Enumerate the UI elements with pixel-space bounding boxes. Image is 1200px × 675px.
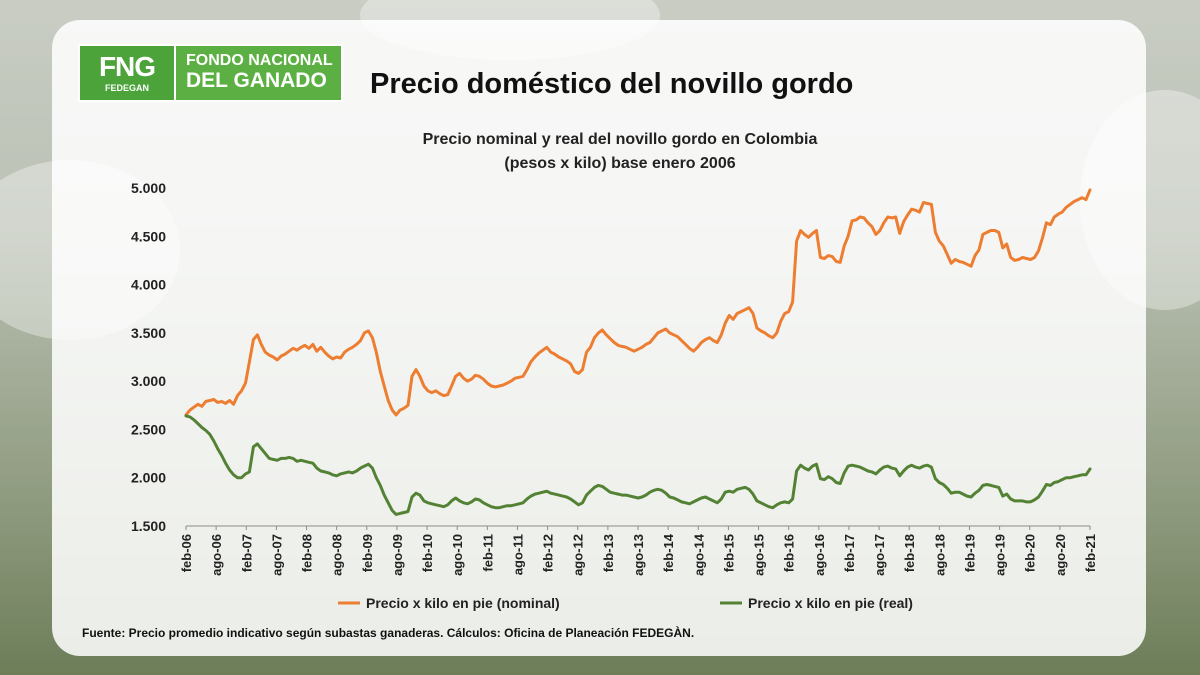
x-tick-label: ago-11 (510, 534, 525, 575)
x-tick-label: feb-21 (1083, 534, 1098, 572)
x-tick-label: ago-14 (691, 533, 706, 576)
x-tick-label: ago-20 (1053, 534, 1068, 576)
y-tick-label: 5.000 (131, 180, 166, 196)
series-line-real (184, 414, 1092, 516)
x-tick-label: ago-09 (390, 534, 405, 576)
legend-label: Precio x kilo en pie (real) (748, 595, 913, 611)
x-tick-label: feb-11 (480, 534, 495, 572)
y-tick-label: 3.000 (131, 373, 166, 389)
x-tick-label: feb-12 (541, 534, 556, 572)
x-tick-label: ago-08 (330, 534, 345, 576)
logo-line-1: FONDO NACIONAL (186, 52, 333, 69)
y-tick-label: 4.500 (131, 228, 166, 244)
x-tick-label: feb-09 (360, 534, 375, 572)
x-tick-label: feb-18 (902, 534, 917, 572)
x-tick-label: ago-17 (872, 534, 887, 576)
legend-label: Precio x kilo en pie (nominal) (366, 595, 560, 611)
y-tick-label: 3.500 (131, 325, 166, 341)
x-tick-label: feb-13 (601, 534, 616, 572)
logo-mark-box: FNG FEDEGAN (78, 44, 176, 102)
x-tick-label: ago-15 (752, 534, 767, 576)
series-line-nominal (184, 188, 1092, 417)
x-tick-label: feb-08 (300, 534, 315, 572)
logo-wordmark: FONDO NACIONAL DEL GANADO (176, 44, 343, 102)
fng-logo: FNG FEDEGAN FONDO NACIONAL DEL GANADO (78, 44, 343, 102)
x-tick-label: feb-16 (782, 534, 797, 572)
x-tick-label: ago-18 (932, 534, 947, 576)
x-tick-label: feb-17 (842, 534, 857, 572)
x-tick-label: ago-13 (631, 534, 646, 576)
x-tick-label: feb-07 (239, 534, 254, 572)
x-tick-label: ago-19 (993, 534, 1008, 576)
y-tick-label: 4.000 (131, 277, 166, 293)
logo-subtext: FEDEGAN (104, 83, 149, 93)
chart-title-block: Precio nominal y real del novillo gordo … (330, 128, 910, 176)
page-title: Precio doméstico del novillo gordo (370, 68, 854, 100)
content-panel (52, 20, 1146, 656)
x-tick-label: ago-12 (571, 534, 586, 576)
chart-title: Precio nominal y real del novillo gordo … (422, 131, 818, 148)
logo-mark: FNG (98, 51, 156, 82)
x-tick-label: ago-06 (209, 534, 224, 576)
x-tick-label: feb-06 (179, 534, 194, 572)
x-tick-label: ago-07 (269, 534, 284, 576)
x-tick-label: feb-15 (721, 534, 736, 572)
chart-subtitle: (pesos x kilo) base enero 2006 (504, 155, 736, 172)
x-tick-label: feb-19 (962, 534, 977, 572)
x-tick-label: ago-16 (812, 534, 827, 576)
x-tick-label: ago-10 (450, 534, 465, 576)
logo-line-2: DEL GANADO (186, 69, 327, 92)
source-note: Fuente: Precio promedio indicativo según… (82, 626, 695, 640)
x-tick-label: feb-20 (1023, 534, 1038, 572)
x-tick-label: feb-10 (420, 534, 435, 572)
x-tick-label: feb-14 (661, 533, 676, 572)
y-tick-label: 1.500 (131, 518, 166, 534)
y-tick-label: 2.000 (131, 470, 166, 486)
y-tick-label: 2.500 (131, 421, 166, 437)
